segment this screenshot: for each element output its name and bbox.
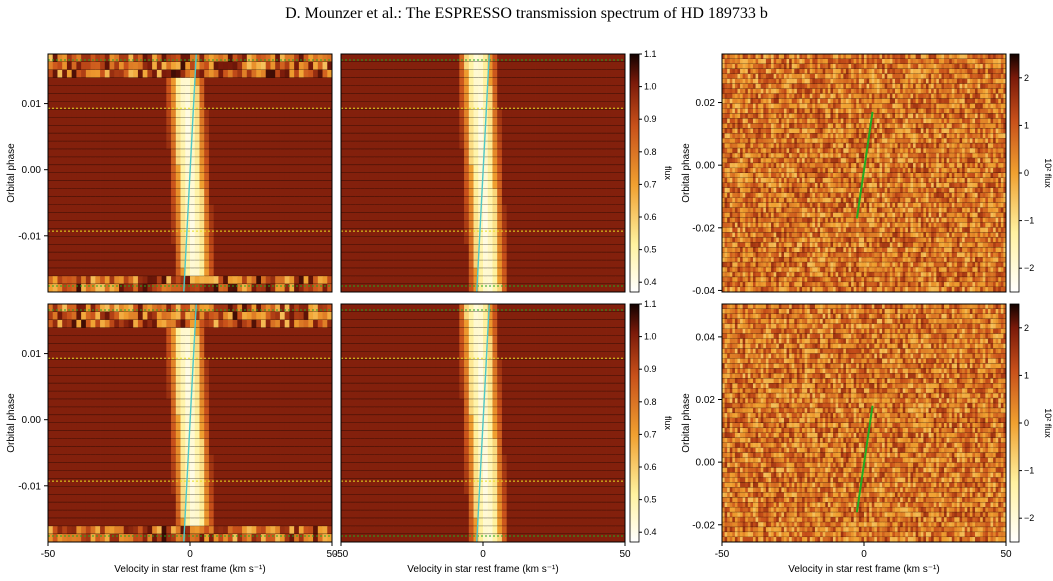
panel-top-middle: 1.1 1.0 0.9 0.8 0.7 0.6 0.5 0.4 flux [340, 49, 673, 293]
y-tick-label: -0.01 [18, 481, 41, 492]
x-tick-label: 0 [861, 549, 867, 560]
colorbar-label: 10² flux [1043, 158, 1053, 188]
heatmap-bottom-right [722, 304, 1007, 543]
y-axis-label: Orbital phase [6, 393, 17, 453]
colorbar-tick-label: 0.6 [644, 462, 657, 472]
heatmap-bottom-left [48, 304, 333, 543]
colorbar-tick-label: −2 [1024, 513, 1034, 523]
y-tick-label: -0.02 [692, 520, 715, 531]
y-tick-label: 0.02 [696, 395, 716, 406]
colorbar-tick-label: 0.7 [644, 179, 657, 189]
axes-frame [340, 53, 626, 293]
x-tick-label: -50 [715, 549, 730, 560]
y-tick-label: 0.01 [22, 99, 42, 110]
y-tick-label: -0.02 [692, 223, 715, 234]
model-track [476, 303, 490, 543]
colorbar-bottom-right: 2 1 0 −1 −2 10² flux [1009, 303, 1053, 543]
colorbar-tick-label: 1 [1024, 120, 1029, 130]
colorbar-tick-label: 0 [1024, 168, 1029, 178]
y-tick-label: 0.02 [696, 98, 716, 109]
y-axis-label: Orbital phase [681, 143, 692, 203]
heatmap-top-middle [341, 54, 626, 293]
colorbar-tick-label: 0.8 [644, 397, 657, 407]
y-tick-label: 0.01 [22, 349, 42, 360]
x-tick-label: -50 [334, 549, 349, 560]
y-tick-label: -0.04 [692, 286, 715, 297]
colorbar-scale [629, 303, 640, 543]
axes-frame [721, 53, 1007, 293]
heatmap-top-left [48, 54, 333, 293]
x-axis-label: Velocity in star rest frame (km s⁻¹) [407, 564, 558, 575]
page-header: D. Mounzer et al.: The ESPRESSO transmis… [285, 5, 768, 22]
colorbar-tick-label: 0.7 [644, 429, 657, 439]
colorbar-tick-label: 1.0 [644, 82, 657, 92]
colorbar-tick-label: 2 [1024, 323, 1029, 333]
colorbar-label: flux [663, 416, 673, 431]
panel-bottom-right: 0.04 0.02 0.00 -0.02 -50 0 50 Orbital phase Velo… [681, 303, 1053, 575]
x-tick-label: 0 [187, 549, 193, 560]
colorbar-tick-label: −1 [1024, 466, 1034, 476]
y-axis-label: Orbital phase [6, 143, 17, 203]
y-tick-label: -0.01 [18, 231, 41, 242]
panel-top-left: 0.01 0.00 -0.01 Orbital phase [6, 53, 333, 293]
colorbar-tick-label: 1.1 [644, 49, 657, 59]
y-tick-label: 0.04 [696, 332, 716, 343]
heatmap-bottom-middle [341, 304, 626, 543]
colorbar-top-middle: 1.1 1.0 0.9 0.8 0.7 0.6 0.5 0.4 flux [629, 49, 673, 293]
colorbar-tick-label: 0.4 [644, 527, 657, 537]
x-tick-label: 50 [1000, 549, 1012, 560]
colorbar-tick-label: 0 [1024, 418, 1029, 428]
x-tick-label: 50 [326, 549, 338, 560]
y-tick-label: 0.00 [22, 165, 42, 176]
axes-frame [47, 53, 333, 293]
colorbar-tick-label: 0.9 [644, 364, 657, 374]
colorbar-tick-label: 0.6 [644, 212, 657, 222]
colorbar-tick-label: 2 [1024, 73, 1029, 83]
y-tick-label: 0.00 [696, 458, 716, 469]
x-axis-label: Velocity in star rest frame (km s⁻¹) [788, 564, 939, 575]
colorbar-label: flux [663, 166, 673, 181]
colorbar-scale [1009, 53, 1020, 293]
x-axis-label: Velocity in star rest frame (km s⁻¹) [114, 564, 265, 575]
model-track [183, 303, 197, 543]
model-track [476, 53, 490, 293]
colorbar-tick-label: 0.4 [644, 277, 657, 287]
colorbar-tick-label: 1 [1024, 370, 1029, 380]
colorbar-scale [629, 53, 640, 293]
x-tick-label: 0 [480, 549, 486, 560]
colorbar-tick-label: 0.5 [644, 495, 657, 505]
colorbar-tick-label: −2 [1024, 263, 1034, 273]
x-tick-label: -50 [41, 549, 56, 560]
colorbar-tick-label: 0.5 [644, 245, 657, 255]
colorbar-tick-label: −1 [1024, 216, 1034, 226]
planet-track [855, 405, 874, 513]
colorbar-bottom-middle: 1.1 1.0 0.9 0.8 0.7 0.6 0.5 0.4 flux [629, 299, 673, 543]
heatmap-top-right [722, 54, 1007, 293]
colorbar-tick-label: 1.0 [644, 332, 657, 342]
model-track [183, 53, 197, 293]
panel-bottom-left: 0.01 0.00 -0.01 -50 0 50 Orbital phase Velocity… [6, 303, 338, 575]
y-axis-label: Orbital phase [681, 393, 692, 453]
colorbar-label: 10² flux [1043, 408, 1053, 438]
panel-bottom-middle: -50 0 50 Velocity in star rest frame (km s⁻… [334, 299, 673, 575]
colorbar-tick-label: 0.9 [644, 114, 657, 124]
colorbar-top-right: 2 1 0 −1 −2 10² flux [1009, 53, 1053, 293]
panel-top-right: 0.02 0.00 -0.02 -0.04 Orbital phase 2 1 0 −1 −2 10… [681, 53, 1053, 297]
colorbar-tick-label: 0.8 [644, 147, 657, 157]
y-tick-label: 0.00 [696, 161, 716, 172]
colorbar-tick-label: 1.1 [644, 299, 657, 309]
colorbar-scale [1009, 303, 1020, 543]
planet-track [855, 111, 874, 219]
y-tick-label: 0.00 [22, 415, 42, 426]
x-tick-label: 50 [619, 549, 631, 560]
